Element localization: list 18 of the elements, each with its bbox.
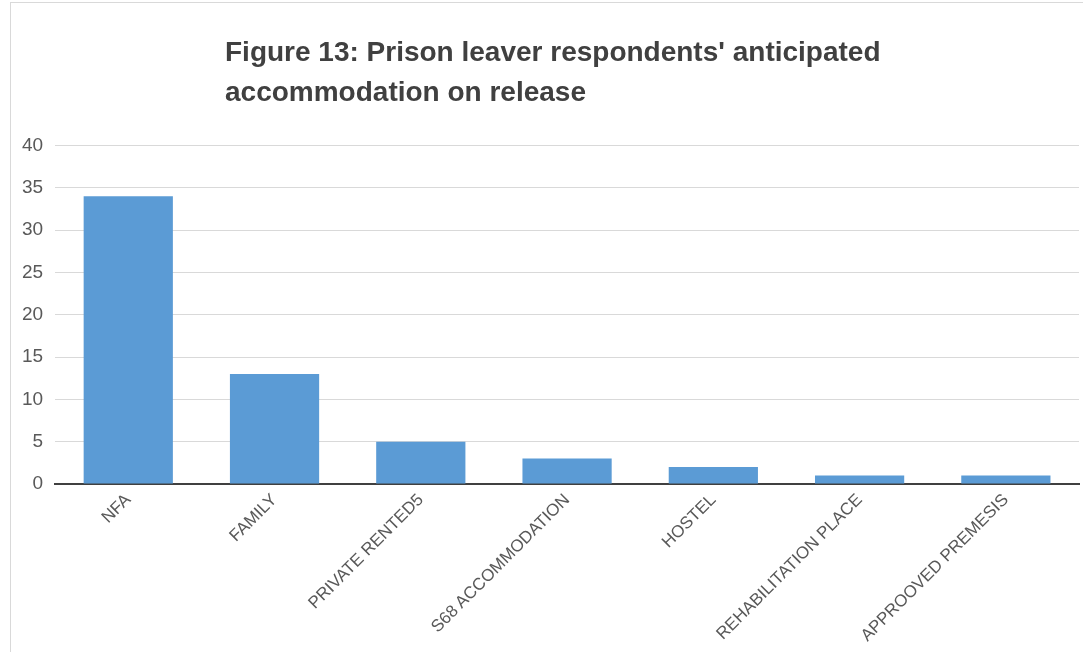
y-tick-label: 30 [21,218,44,240]
bar [229,373,320,484]
bar [83,196,173,484]
y-tick-label: 25 [21,260,44,282]
y-tick-label: 40 [21,133,44,155]
y-tick-label: 35 [21,175,44,197]
bar [376,441,466,484]
y-tick-label: 5 [32,429,44,451]
y-tick-label: 15 [21,345,44,367]
bar [814,475,905,484]
y-tick-label: 0 [32,472,44,494]
bar [668,467,758,484]
y-tick-label: 10 [21,387,44,409]
y-tick-label: 20 [21,302,44,324]
bar [522,458,612,484]
bar [961,475,1051,484]
x-tick-label: NFA [97,489,135,527]
chart-title: Figure 13: Prison leaver respondents' anticipated accommodation on release [225,35,882,109]
